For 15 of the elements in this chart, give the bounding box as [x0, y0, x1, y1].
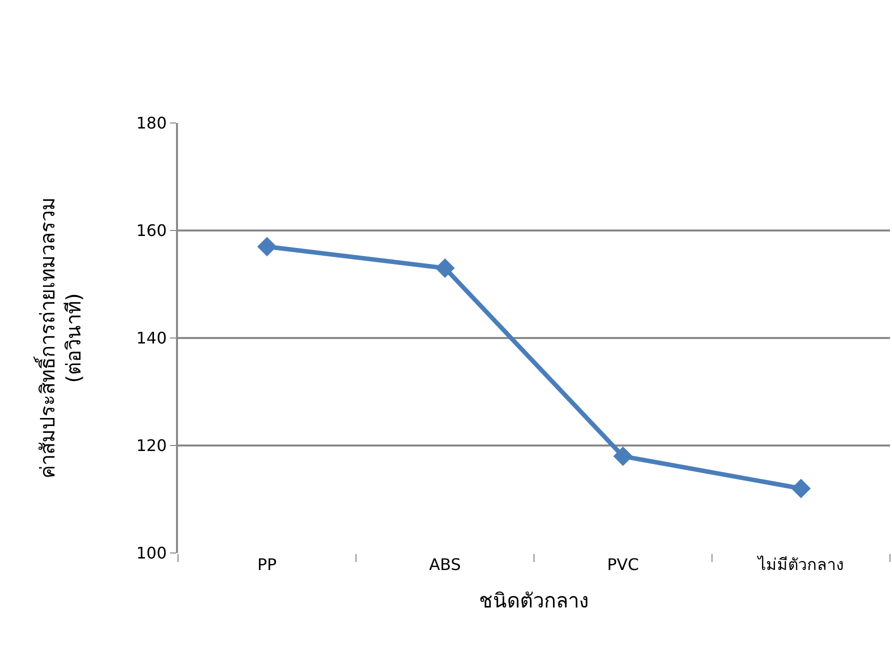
x-tick-label: PP — [257, 555, 277, 574]
x-tick-label: ABS — [429, 555, 461, 574]
y-tick-label: 120 — [136, 436, 167, 456]
point — [791, 478, 811, 498]
y-tick-label: 160 — [136, 221, 167, 240]
point — [257, 236, 277, 256]
y-tick-label: 180 — [136, 114, 167, 133]
y-tick-label: 100 — [136, 544, 167, 563]
point — [435, 258, 455, 278]
y-tick-label: 140 — [136, 328, 167, 348]
x-tick-label: ไม่มีตัวกลาง — [756, 555, 844, 574]
point — [613, 446, 633, 466]
y-axis-title: ค่าสัมประสิทธิ์การถ่ายเทมวลรวม (ต่อวินาที) — [32, 198, 86, 478]
x-tick-label: PVC — [607, 555, 639, 574]
x-axis-title: ชนิดตัวกลาง — [479, 588, 589, 612]
